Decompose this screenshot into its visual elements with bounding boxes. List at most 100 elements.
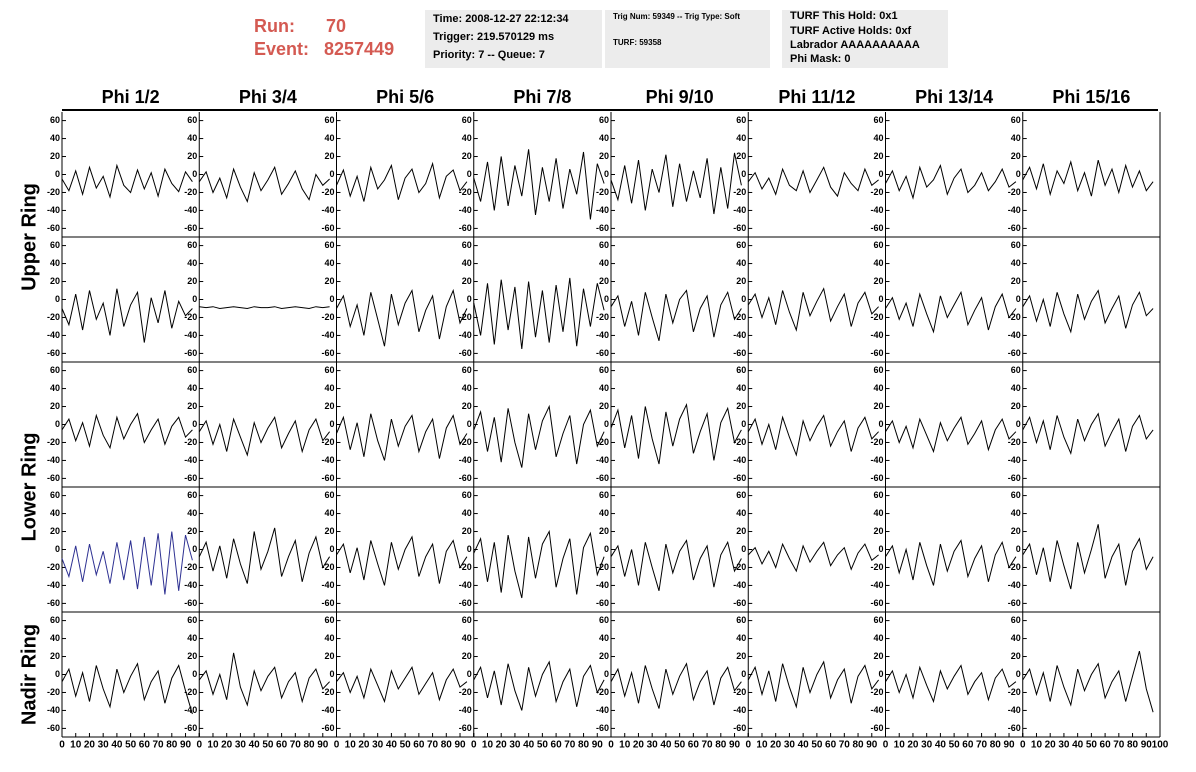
y-tick-label: 0: [192, 544, 197, 554]
y-tick-label: -20: [596, 687, 609, 697]
y-tick-label: -40: [459, 330, 472, 340]
y-tick-label: -20: [47, 687, 60, 697]
y-tick-label: -40: [184, 705, 197, 715]
y-tick-label: 20: [1011, 151, 1021, 161]
x-tick-label: 80: [578, 740, 590, 751]
y-tick-label: 20: [187, 401, 197, 411]
x-tick-label: 60: [551, 740, 563, 751]
y-tick-label: -20: [459, 187, 472, 197]
info-text: Labrador AAAAAAAAAA: [790, 39, 920, 51]
y-tick-label: 20: [187, 651, 197, 661]
y-tick-label: -40: [596, 330, 609, 340]
y-tick-label: -60: [596, 473, 609, 483]
y-tick-label: 0: [741, 669, 746, 679]
y-tick-label: 40: [50, 383, 60, 393]
x-tick-label: 30: [784, 740, 796, 751]
y-tick-label: 40: [736, 508, 746, 518]
y-tick-label: 60: [873, 615, 883, 625]
y-tick-label: 0: [741, 419, 746, 429]
y-tick-label: 20: [599, 401, 609, 411]
column-title: Phi 11/12: [778, 87, 855, 107]
y-tick-label: 0: [741, 294, 746, 304]
x-tick-label: 60: [276, 740, 288, 751]
y-tick-label: -40: [1008, 330, 1021, 340]
x-tick-label: 20: [907, 740, 919, 751]
waveform: [747, 541, 879, 573]
y-tick-label: 40: [599, 258, 609, 268]
x-tick-label: 0: [745, 740, 751, 751]
y-tick-label: 20: [736, 151, 746, 161]
y-tick-label: 40: [187, 633, 197, 643]
waveform: [473, 660, 605, 711]
y-tick-label: 60: [462, 115, 472, 125]
y-tick-label: 40: [462, 633, 472, 643]
x-tick-label: 30: [235, 740, 247, 751]
y-tick-label: 60: [187, 365, 197, 375]
y-tick-label: 0: [741, 544, 746, 554]
y-tick-label: 40: [599, 633, 609, 643]
y-tick-label: 0: [741, 169, 746, 179]
y-tick-label: 60: [873, 115, 883, 125]
y-tick-label: -40: [1008, 205, 1021, 215]
x-tick-label: 0: [883, 740, 889, 751]
y-tick-label: 0: [329, 419, 334, 429]
ring-label: Nadir Ring: [18, 624, 40, 725]
waveform: [198, 527, 331, 584]
x-tick-label: 10: [207, 740, 219, 751]
x-tick-label: 30: [98, 740, 110, 751]
y-tick-label: -60: [47, 348, 60, 358]
waveform: [473, 149, 605, 220]
y-tick-label: -60: [733, 223, 746, 233]
y-tick-label: 0: [467, 544, 472, 554]
column-title: Phi 1/2: [102, 87, 160, 107]
y-tick-label: 20: [599, 276, 609, 286]
x-tick-label: 20: [84, 740, 96, 751]
y-tick-label: -20: [184, 687, 197, 697]
y-tick-label: 20: [736, 401, 746, 411]
y-tick-label: -60: [459, 348, 472, 358]
y-tick-label: -60: [870, 723, 883, 733]
x-tick-label: 80: [990, 740, 1002, 751]
y-tick-label: -60: [870, 473, 883, 483]
y-tick-label: -20: [733, 312, 746, 322]
y-tick-label: -60: [47, 598, 60, 608]
y-tick-label: 40: [324, 383, 334, 393]
column-title: Phi 7/8: [513, 87, 571, 107]
y-tick-label: -60: [596, 223, 609, 233]
waveform: [336, 161, 468, 202]
y-tick-label: 40: [462, 133, 472, 143]
y-tick-label: 0: [329, 169, 334, 179]
x-tick-label: 10: [1031, 740, 1043, 751]
y-tick-label: -20: [596, 187, 609, 197]
y-tick-label: -40: [870, 580, 883, 590]
y-tick-label: 60: [187, 115, 197, 125]
y-tick-label: -20: [1008, 437, 1021, 447]
y-tick-label: 0: [192, 419, 197, 429]
waveform: [61, 412, 193, 450]
y-tick-label: 0: [467, 419, 472, 429]
ring-label: Upper Ring: [18, 183, 40, 291]
y-tick-label: 20: [736, 651, 746, 661]
y-tick-label: -20: [47, 562, 60, 572]
y-tick-label: -20: [733, 437, 746, 447]
y-tick-label: 60: [599, 240, 609, 250]
x-tick-label: 40: [935, 740, 947, 751]
y-tick-label: 0: [55, 544, 60, 554]
x-tick-label: 90: [1003, 740, 1015, 751]
waveform: [885, 664, 1017, 704]
y-tick-label: 20: [873, 401, 883, 411]
y-tick-label: -60: [870, 223, 883, 233]
y-tick-label: 0: [604, 294, 609, 304]
y-tick-label: 20: [187, 151, 197, 161]
x-tick-label: 60: [413, 740, 425, 751]
y-tick-label: 0: [604, 169, 609, 179]
y-tick-label: 60: [50, 365, 60, 375]
x-tick-label: 60: [139, 740, 151, 751]
x-tick-label: 50: [674, 740, 686, 751]
y-tick-label: 60: [1011, 240, 1021, 250]
y-tick-label: 20: [462, 526, 472, 536]
waveform: [885, 164, 1017, 200]
waveform: [1022, 524, 1154, 590]
y-tick-label: -40: [1008, 705, 1021, 715]
y-tick-label: 60: [1011, 115, 1021, 125]
